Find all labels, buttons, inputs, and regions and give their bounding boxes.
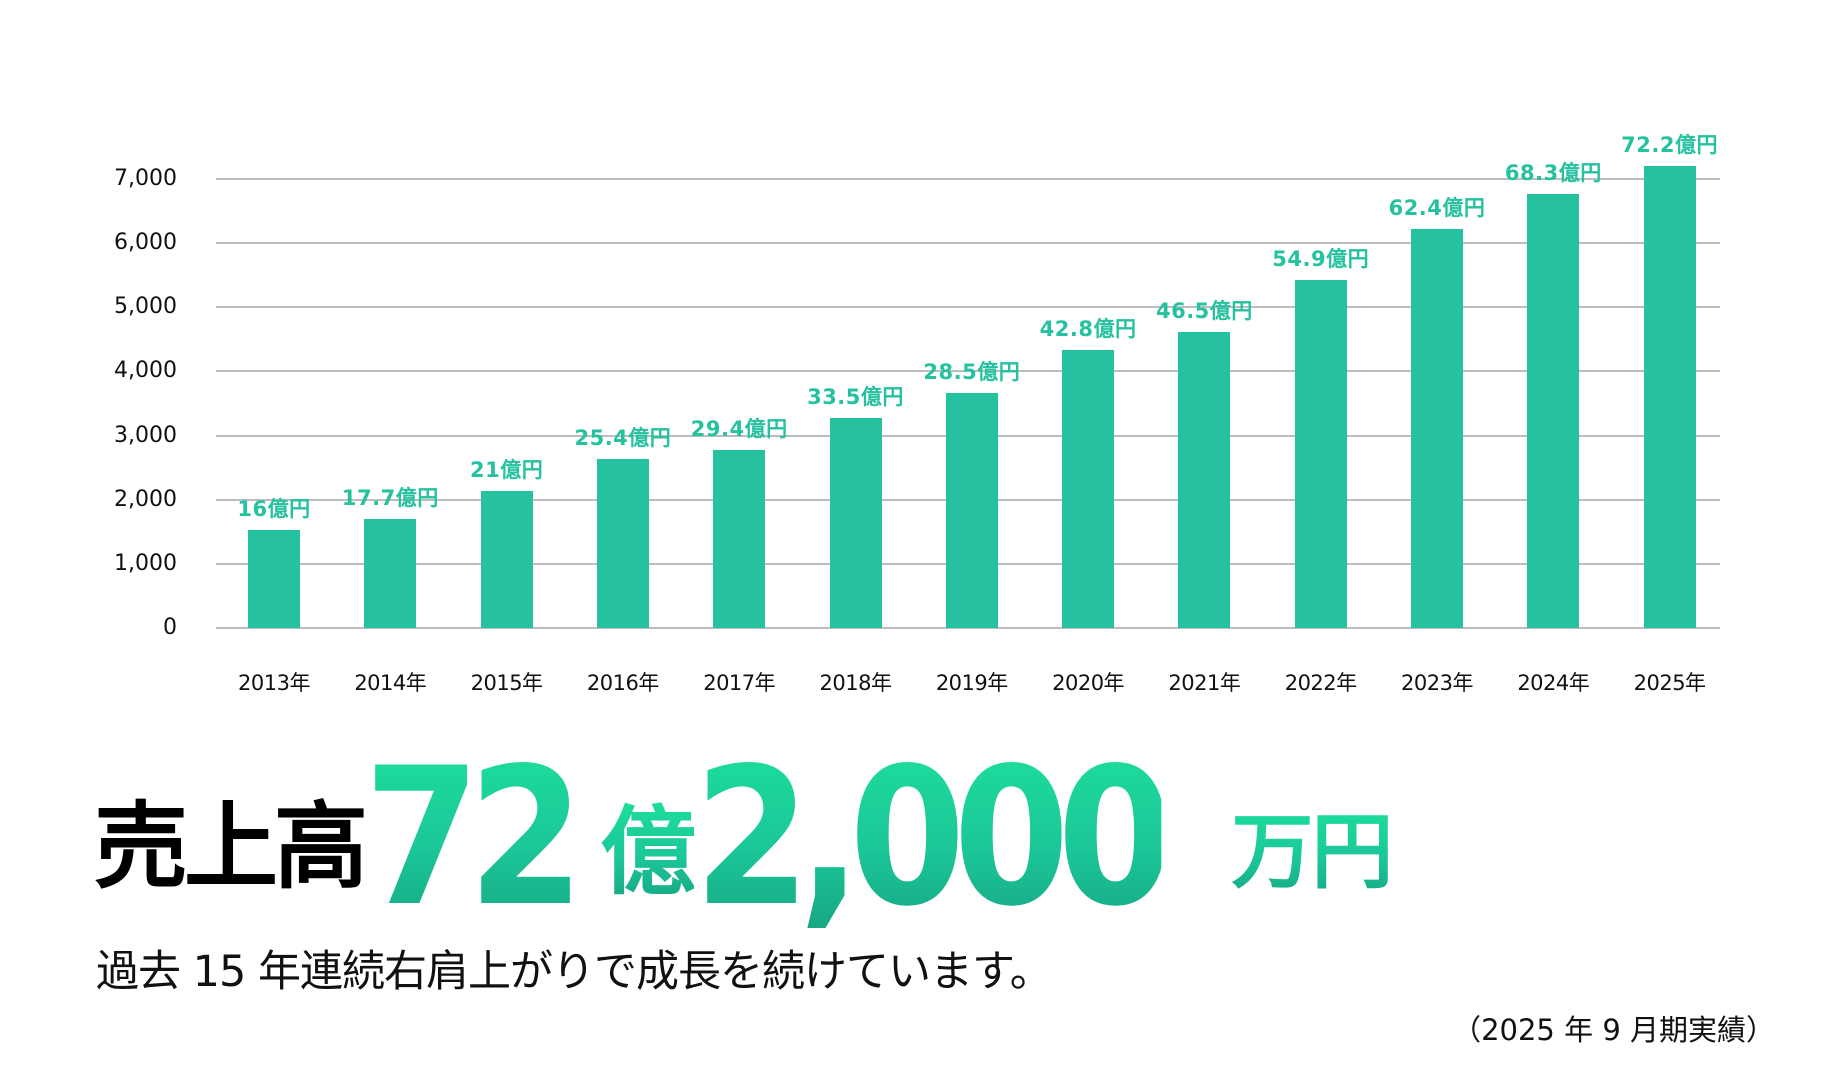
bar: [1411, 229, 1463, 628]
revenue-headline: 売上高 72 億 2,000 万円: [94, 727, 1393, 948]
bar-value-label: 62.4億円: [1388, 196, 1486, 221]
y-tick-label: 1,000: [114, 550, 177, 576]
x-tick-label: 2020年: [1052, 671, 1125, 695]
bar-value-label: 54.9億円: [1272, 246, 1370, 271]
gridline: [216, 242, 1720, 245]
x-tick-label: 2025年: [1633, 671, 1706, 695]
x-tick-label: 2022年: [1284, 671, 1357, 695]
headline-label: 売上高: [94, 793, 368, 902]
x-tick-label: 2021年: [1168, 671, 1241, 695]
y-tick-label: 2,000: [114, 486, 177, 512]
bar: [945, 392, 998, 628]
bar: [364, 518, 417, 628]
y-tick-label: 3,000: [114, 422, 177, 448]
x-tick-label: 2024年: [1517, 671, 1590, 695]
bar: [596, 458, 649, 628]
headline-unit-oku: 億: [600, 796, 696, 908]
x-tick-label: 2013年: [238, 671, 310, 695]
bar-value-label: 28.5億円: [923, 359, 1021, 384]
bar-value-label: 17.7億円: [341, 485, 439, 510]
x-tick-label: 2015年: [470, 671, 543, 695]
footnote: （2025 年 9 月期実績）: [1452, 1013, 1775, 1047]
revenue-bar-chart: 0 1,000 2,000 3,000 4,000 5,000 6,000 7,000 16億…: [114, 132, 1720, 695]
y-tick-label: 7,000: [114, 166, 177, 191]
bar: [480, 490, 533, 628]
x-tick-label: 2023年: [1401, 671, 1473, 695]
bar: [1062, 349, 1115, 628]
y-tick-label: 5,000: [114, 294, 177, 320]
bar-value-label: 42.8億円: [1039, 316, 1137, 341]
subtitle: 過去 15 年連続右肩上がりで成長を続けています。: [96, 947, 1053, 997]
x-tick-label: 2019年: [935, 671, 1008, 695]
y-tick-label: 4,000: [114, 358, 177, 384]
bar: [829, 418, 882, 628]
bar: [1294, 279, 1347, 628]
bar-value-label: 46.5億円: [1155, 298, 1253, 323]
gridline: [216, 306, 1720, 309]
bar-value-label: 25.4億円: [574, 425, 672, 450]
bar: [1178, 331, 1231, 628]
x-tick-label: 2016年: [586, 671, 659, 695]
bar: [1643, 165, 1696, 628]
x-tick-label: 2018年: [819, 671, 892, 695]
gridline: [216, 370, 1720, 373]
bar-value-label: 16億円: [237, 496, 311, 521]
bar-value-label: 21億円: [469, 457, 544, 482]
headline-value-minor: 2,000: [694, 727, 1174, 948]
bar: [248, 529, 300, 628]
bar: [1527, 194, 1580, 628]
bar: [713, 449, 766, 628]
gridline: [216, 627, 1720, 629]
x-tick-label: 2014年: [354, 671, 427, 695]
headline-value-major: 72: [364, 727, 584, 948]
headline-unit-man-yen: 万円: [1231, 805, 1393, 900]
y-tick-label: 0: [163, 615, 177, 640]
bar-value-label: 29.4億円: [690, 416, 788, 441]
y-tick-label: 6,000: [114, 230, 177, 256]
bar-value-label: 68.3億円: [1504, 161, 1602, 186]
bar-value-label: 72.2億円: [1621, 132, 1718, 157]
bar-value-label: 33.5億円: [807, 385, 904, 410]
x-tick-label: 2017年: [703, 671, 776, 695]
gridline: [216, 178, 1720, 180]
